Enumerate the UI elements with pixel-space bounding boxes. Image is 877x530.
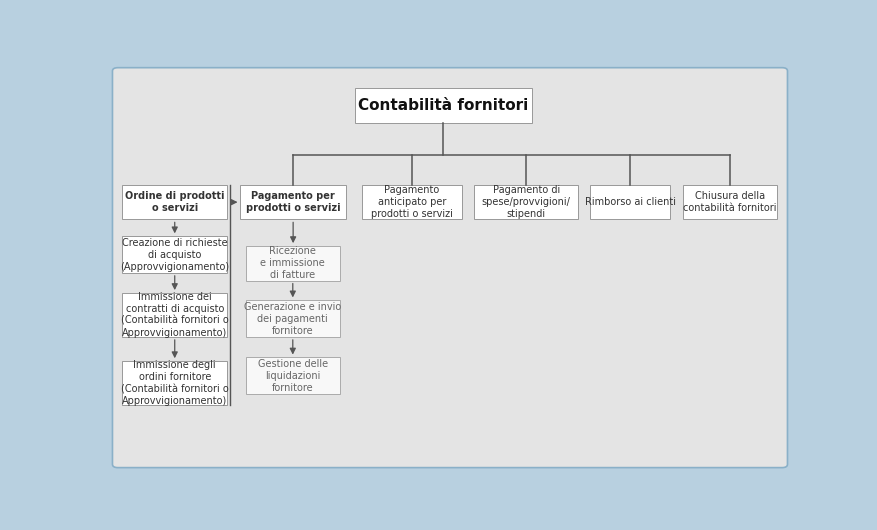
Text: Pagamento per
prodotti o servizi: Pagamento per prodotti o servizi (246, 191, 340, 213)
Text: Contabilità fornitori: Contabilità fornitori (358, 98, 528, 113)
Text: Creazione di richieste
di acquisto
(Approvvigionamento): Creazione di richieste di acquisto (Appr… (120, 237, 229, 271)
FancyBboxPatch shape (122, 293, 227, 337)
Text: Rimborso ai clienti: Rimborso ai clienti (584, 197, 675, 207)
Text: Pagamento
anticipato per
prodotti o servizi: Pagamento anticipato per prodotti o serv… (370, 185, 453, 219)
Text: Ordine di prodotti
o servizi: Ordine di prodotti o servizi (125, 191, 225, 213)
FancyBboxPatch shape (122, 185, 227, 219)
FancyBboxPatch shape (112, 68, 787, 467)
Text: Generazione e invio
dei pagamenti
fornitore: Generazione e invio dei pagamenti fornit… (244, 302, 341, 335)
FancyBboxPatch shape (361, 185, 461, 219)
Text: Immissione dei
contratti di acquisto
(Contabilità fornitori o
Approvvigionamento: Immissione dei contratti di acquisto (Co… (121, 292, 228, 338)
Text: Gestione delle
liquidazioni
fornitore: Gestione delle liquidazioni fornitore (258, 359, 327, 393)
FancyBboxPatch shape (246, 357, 339, 394)
FancyBboxPatch shape (240, 185, 346, 219)
FancyBboxPatch shape (122, 236, 227, 273)
FancyBboxPatch shape (246, 301, 339, 337)
FancyBboxPatch shape (682, 185, 775, 219)
FancyBboxPatch shape (246, 246, 339, 281)
Text: Immissione degli
ordini fornitore
(Contabilità fornitori o
Approvvigionamento): Immissione degli ordini fornitore (Conta… (121, 360, 228, 406)
FancyBboxPatch shape (122, 361, 227, 405)
Text: Ricezione
e immissione
di fatture: Ricezione e immissione di fatture (260, 246, 324, 280)
FancyBboxPatch shape (474, 185, 577, 219)
FancyBboxPatch shape (589, 185, 670, 219)
FancyBboxPatch shape (354, 88, 531, 123)
Text: Pagamento di
spese/provvigioni/
stipendi: Pagamento di spese/provvigioni/ stipendi (481, 185, 570, 219)
Text: Chiusura della
contabilità fornitori: Chiusura della contabilità fornitori (682, 191, 775, 213)
